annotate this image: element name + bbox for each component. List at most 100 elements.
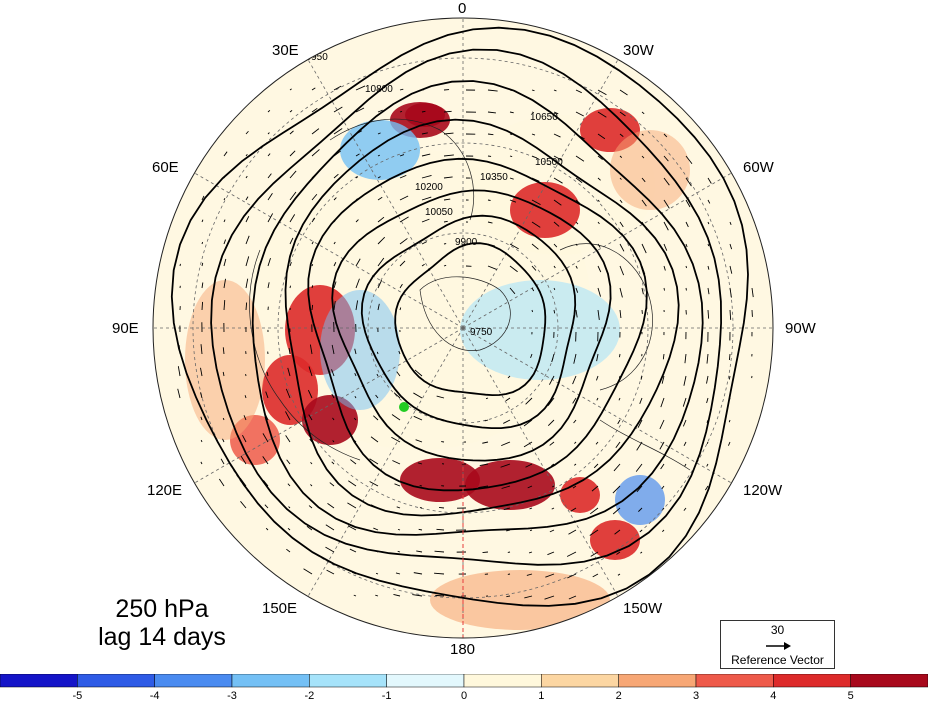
wind-vector <box>729 243 733 250</box>
wind-vector <box>327 502 335 509</box>
wind-vector <box>333 220 336 223</box>
wind-vector <box>509 177 514 180</box>
wind-vector <box>549 529 555 533</box>
wind-vector <box>416 550 423 553</box>
wind-vector <box>351 571 357 575</box>
wind-vector <box>377 216 385 223</box>
wind-vector <box>355 85 366 91</box>
wind-vector <box>266 371 269 377</box>
contour-label: 10050 <box>425 207 453 218</box>
wind-vector <box>325 546 335 553</box>
wind-vector <box>421 110 426 113</box>
wind-vector <box>349 548 357 553</box>
wind-vector <box>575 265 578 269</box>
wind-vector <box>285 411 291 421</box>
wind-vector <box>487 111 496 114</box>
colorbar-swatch <box>77 674 155 688</box>
wind-vector <box>617 573 621 576</box>
wind-vector <box>399 132 403 135</box>
wind-vector <box>479 529 489 532</box>
wind-vector <box>222 395 225 399</box>
wind-vector <box>544 595 555 600</box>
wind-vector <box>288 506 291 509</box>
map-border <box>152 17 774 639</box>
wind-vector <box>619 243 625 252</box>
colorbar-tick-label: -4 <box>149 690 160 702</box>
wind-vector <box>439 507 445 509</box>
wind-vector <box>663 177 670 186</box>
wind-vector <box>641 243 647 254</box>
wind-vector <box>641 133 644 136</box>
wind-vector <box>523 441 533 448</box>
wind-vector <box>553 111 559 115</box>
wind-vector <box>391 414 401 421</box>
wind-vector <box>484 419 489 422</box>
wind-vector <box>413 415 423 421</box>
wind-vector <box>479 463 489 466</box>
wind-vector <box>728 419 731 423</box>
wind-vector <box>245 256 250 267</box>
wind-vector <box>503 419 511 424</box>
wind-vector <box>523 419 533 427</box>
wind-vector <box>417 462 423 465</box>
wind-vector <box>289 150 296 157</box>
wind-vector <box>683 441 687 447</box>
wind-vector <box>376 351 379 355</box>
wind-vector <box>509 89 517 92</box>
wind-vector <box>684 353 687 364</box>
wind-vector <box>638 507 643 512</box>
reference-arrow-icon <box>766 642 791 650</box>
latitude-circle <box>367 232 559 424</box>
wind-vector <box>597 199 600 202</box>
colorbar-swatch <box>695 674 774 688</box>
wind-vector <box>618 397 621 401</box>
wind-vector <box>487 243 496 247</box>
anomaly-patch <box>320 290 400 410</box>
wind-vector <box>706 463 709 467</box>
wind-vector <box>566 551 577 557</box>
colorbar-tick-label: 3 <box>692 690 700 702</box>
wind-vector <box>641 287 644 295</box>
wind-vector <box>178 345 181 355</box>
wind-vector <box>223 198 226 201</box>
wind-vector <box>596 397 599 401</box>
wind-vector <box>289 88 292 91</box>
wind-vector <box>592 573 599 578</box>
wind-vector <box>397 528 401 531</box>
colorbar-swatch <box>386 674 465 688</box>
wind-vector <box>640 551 643 554</box>
wind-vector <box>487 221 493 224</box>
wind-vector <box>245 175 248 179</box>
wind-vector <box>568 595 577 600</box>
wind-vector <box>239 477 247 487</box>
wind-vector <box>707 265 710 270</box>
lon-label-150w: 150W <box>623 600 663 617</box>
lon-label-120e: 120E <box>147 482 183 499</box>
wind-vector <box>685 177 692 187</box>
wind-vector <box>574 463 577 466</box>
wind-vector <box>531 221 541 228</box>
wind-vector <box>333 281 337 289</box>
wind-vector <box>375 550 379 553</box>
contour-label: 10350 <box>480 172 508 183</box>
contour-label: 9750 <box>470 327 493 338</box>
wind-vector <box>306 525 313 531</box>
wind-vector <box>612 485 621 494</box>
wind-vector <box>223 175 226 179</box>
wind-vector <box>531 199 541 206</box>
wind-vector <box>545 573 555 578</box>
wind-vector <box>641 155 645 159</box>
wind-vector <box>619 89 628 96</box>
wind-vector <box>443 264 447 267</box>
wind-vector <box>421 174 432 179</box>
wind-vector <box>245 216 250 223</box>
wind-vector <box>311 149 320 157</box>
wind-vector <box>549 441 555 446</box>
wind-vector <box>613 463 621 472</box>
wind-vector <box>397 550 401 553</box>
wind-vector <box>531 265 537 271</box>
wind-vector <box>597 111 607 118</box>
anomaly-patch <box>615 475 665 525</box>
wind-vector <box>597 287 601 297</box>
wind-vector <box>311 170 319 179</box>
